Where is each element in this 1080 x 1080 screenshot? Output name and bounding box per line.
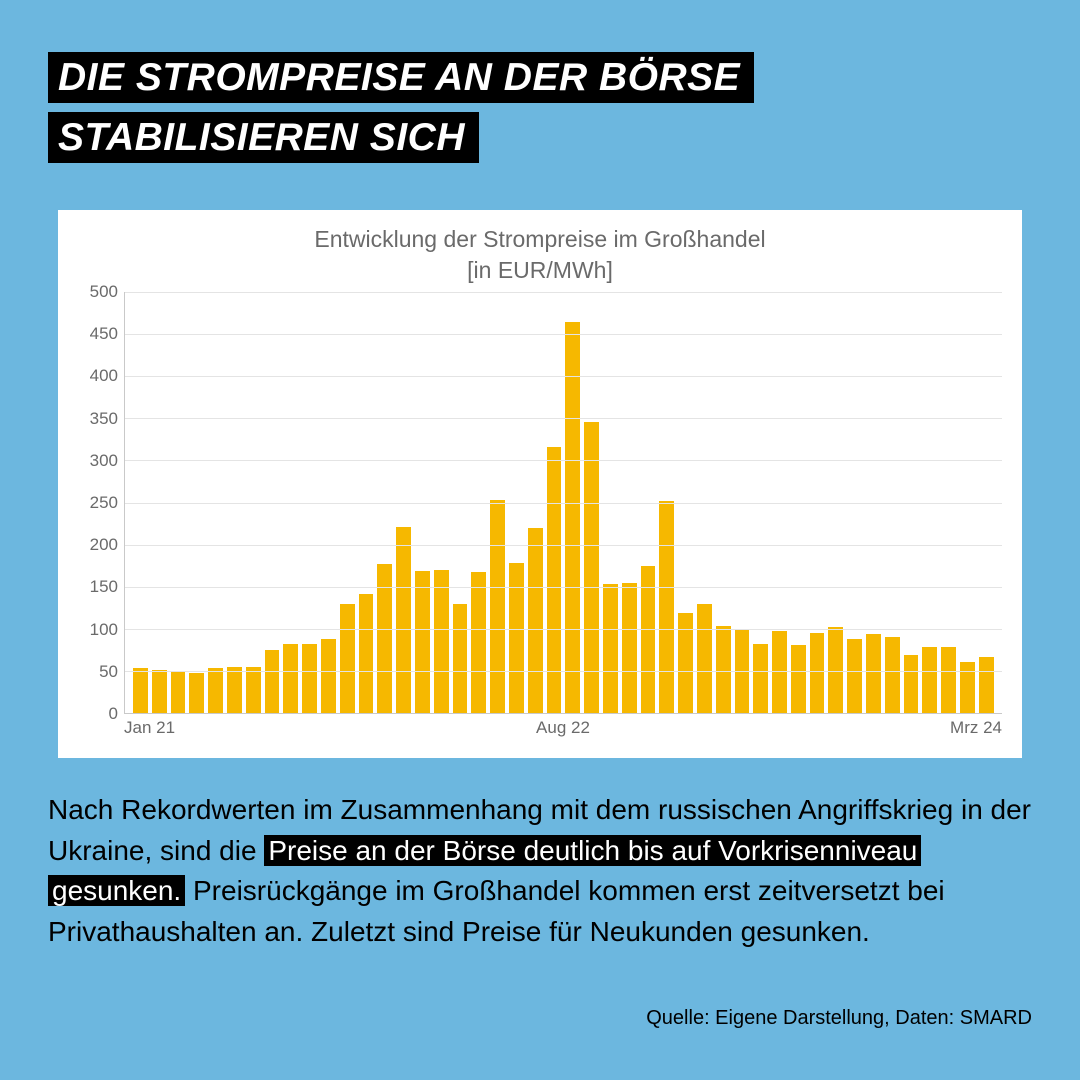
bar xyxy=(716,626,731,714)
bar xyxy=(866,634,881,713)
bar xyxy=(171,671,186,713)
bar xyxy=(810,633,825,713)
bar xyxy=(283,644,298,713)
bar xyxy=(302,644,317,713)
gridline xyxy=(125,334,1002,335)
y-tick-label: 450 xyxy=(76,324,118,344)
bar xyxy=(434,570,449,713)
gridline xyxy=(125,545,1002,546)
bar xyxy=(208,668,223,713)
x-label-middle: Aug 22 xyxy=(536,718,590,738)
bar xyxy=(659,501,674,713)
bar xyxy=(265,650,280,713)
y-tick-label: 150 xyxy=(76,577,118,597)
bar xyxy=(321,639,336,713)
bar xyxy=(885,637,900,713)
bar xyxy=(641,566,656,713)
bar xyxy=(528,528,543,713)
bar xyxy=(415,571,430,713)
bar xyxy=(189,673,204,713)
bar xyxy=(453,604,468,713)
bar xyxy=(152,670,167,713)
plot-area: 050100150200250300350400450500 Jan 21 Au… xyxy=(76,292,1004,738)
bar xyxy=(565,322,580,714)
gridline xyxy=(125,376,1002,377)
y-tick-label: 100 xyxy=(76,620,118,640)
x-axis: Jan 21 Aug 22 Mrz 24 xyxy=(124,716,1002,738)
bar xyxy=(340,604,355,713)
bar xyxy=(847,639,862,713)
bar xyxy=(904,655,919,713)
bar xyxy=(246,667,261,713)
y-tick-label: 400 xyxy=(76,366,118,386)
bar xyxy=(227,667,242,713)
headline-line2: STABILISIEREN SICH xyxy=(48,112,479,163)
bar xyxy=(960,662,975,713)
headline: DIE STROMPREISE AN DER BÖRSE STABILISIER… xyxy=(48,48,754,168)
bar xyxy=(941,647,956,713)
y-tick-label: 0 xyxy=(76,704,118,724)
y-tick-label: 50 xyxy=(76,662,118,682)
gridline xyxy=(125,629,1002,630)
x-label-start: Jan 21 xyxy=(124,718,175,738)
gridline xyxy=(125,292,1002,293)
headline-line1: DIE STROMPREISE AN DER BÖRSE xyxy=(48,52,754,103)
y-tick-label: 200 xyxy=(76,535,118,555)
x-label-end: Mrz 24 xyxy=(950,718,1002,738)
bar xyxy=(622,583,637,714)
bar xyxy=(772,631,787,713)
bar xyxy=(490,500,505,713)
bar xyxy=(697,604,712,713)
gridline xyxy=(125,503,1002,504)
y-tick-label: 500 xyxy=(76,282,118,302)
y-tick-label: 300 xyxy=(76,451,118,471)
bar xyxy=(603,584,618,713)
bar xyxy=(396,527,411,713)
bar xyxy=(359,594,374,713)
gridline xyxy=(125,587,1002,588)
bar xyxy=(133,668,148,713)
chart-card: Entwicklung der Strompreise im Großhande… xyxy=(58,210,1022,758)
gridline xyxy=(125,460,1002,461)
chart-title: Entwicklung der Strompreise im Großhande… xyxy=(76,224,1004,286)
bar xyxy=(509,563,524,713)
bar xyxy=(547,447,562,713)
body-text: Nach Rekordwerten im Zusammenhang mit de… xyxy=(48,790,1032,952)
gridline xyxy=(125,418,1002,419)
bar xyxy=(979,657,994,713)
bar xyxy=(753,644,768,713)
y-tick-label: 250 xyxy=(76,493,118,513)
bar xyxy=(922,647,937,713)
bar xyxy=(791,645,806,713)
chart-title-line2: [in EUR/MWh] xyxy=(76,255,1004,286)
y-tick-label: 350 xyxy=(76,409,118,429)
y-axis: 050100150200250300350400450500 xyxy=(76,292,122,714)
source-text: Quelle: Eigene Darstellung, Daten: SMARD xyxy=(646,1007,1032,1030)
bar xyxy=(471,572,486,713)
chart-title-line1: Entwicklung der Strompreise im Großhande… xyxy=(76,224,1004,255)
gridline xyxy=(125,671,1002,672)
plot xyxy=(124,292,1002,714)
bar xyxy=(584,422,599,713)
